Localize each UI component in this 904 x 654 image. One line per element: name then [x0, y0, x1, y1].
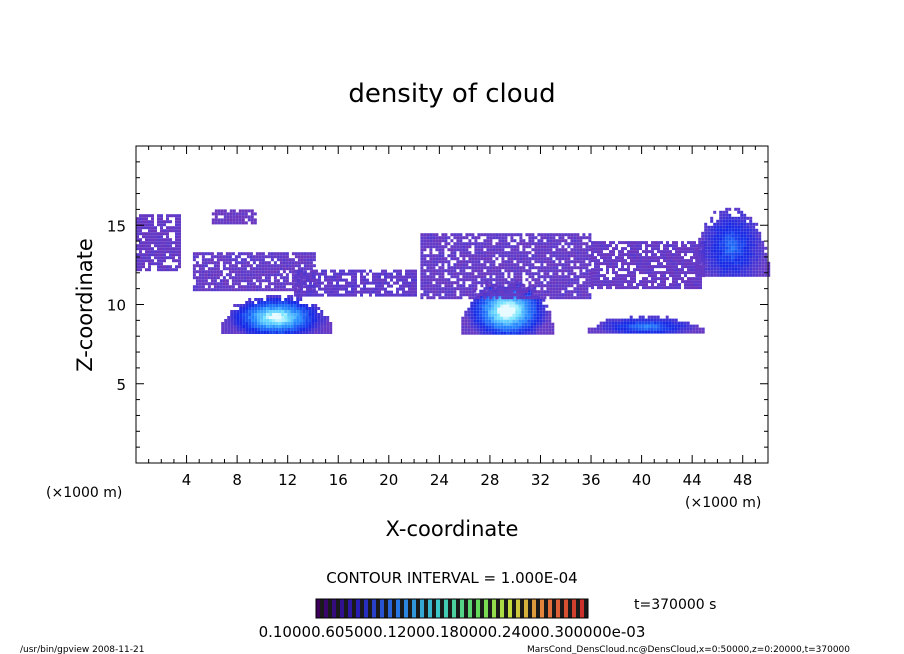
plot-frame: [135, 145, 769, 464]
chart-title: density of cloud: [348, 79, 555, 109]
cloud-region-mid-band-16: [294, 269, 417, 297]
footer-left: /usr/bin/gpview 2008-11-21: [20, 645, 144, 654]
cloud-region-upper-right-blob: [695, 207, 771, 277]
cloud-region-upper-mid-band: [420, 233, 592, 300]
x-tick-label: 40: [632, 471, 651, 489]
x-tick-label: 20: [379, 471, 398, 489]
x-tick-label: 36: [581, 471, 600, 489]
x-tick-label: 12: [278, 471, 297, 489]
y-tick-label: 15: [107, 217, 126, 235]
y-tick-label: 5: [116, 376, 126, 394]
cloud-region-lower-right-band: [587, 315, 705, 334]
x-tick-label: 48: [733, 471, 752, 489]
x-tick-label: 28: [480, 471, 499, 489]
y-tick-label: 10: [107, 297, 126, 315]
x-tick-label: 44: [683, 471, 702, 489]
footer-right: MarsCond_DensCloud.nc@DensCloud,x=0:5000…: [527, 645, 850, 654]
x-axis-label: X-coordinate: [386, 517, 519, 541]
x-tick-label: 24: [430, 471, 449, 489]
colorbar: [316, 599, 588, 618]
y-ticks: 5 10 15: [107, 161, 768, 448]
plot-area: [136, 207, 771, 335]
y-axis-label: Z-coordinate: [73, 238, 97, 372]
cloud-region-upper-right-band: [591, 241, 705, 290]
x-tick-label: 8: [232, 471, 242, 489]
x-ticks: 4 8 12 16 20 24 28 32 36 40 44 48: [148, 146, 756, 489]
cloud-region-lower-left-dome: [221, 295, 333, 334]
x-tick-label: 16: [329, 471, 348, 489]
y-unit-label: (×1000 m): [46, 485, 122, 501]
colorbar-frame: [315, 598, 589, 619]
colorbar-labels: 0.10000.605000.12000.180000.24000.300000…: [259, 623, 646, 641]
cloud-region-upper-left-band: [136, 214, 181, 272]
contour-interval: CONTOUR INTERVAL = 1.000E-04: [326, 569, 577, 587]
x-tick-label: 32: [531, 471, 550, 489]
x-unit-label: (×1000 m): [685, 495, 761, 511]
cloud-region-upper-left-cap: [211, 209, 257, 225]
time-label: t=370000 s: [634, 597, 716, 613]
x-tick-label: 4: [182, 471, 192, 489]
